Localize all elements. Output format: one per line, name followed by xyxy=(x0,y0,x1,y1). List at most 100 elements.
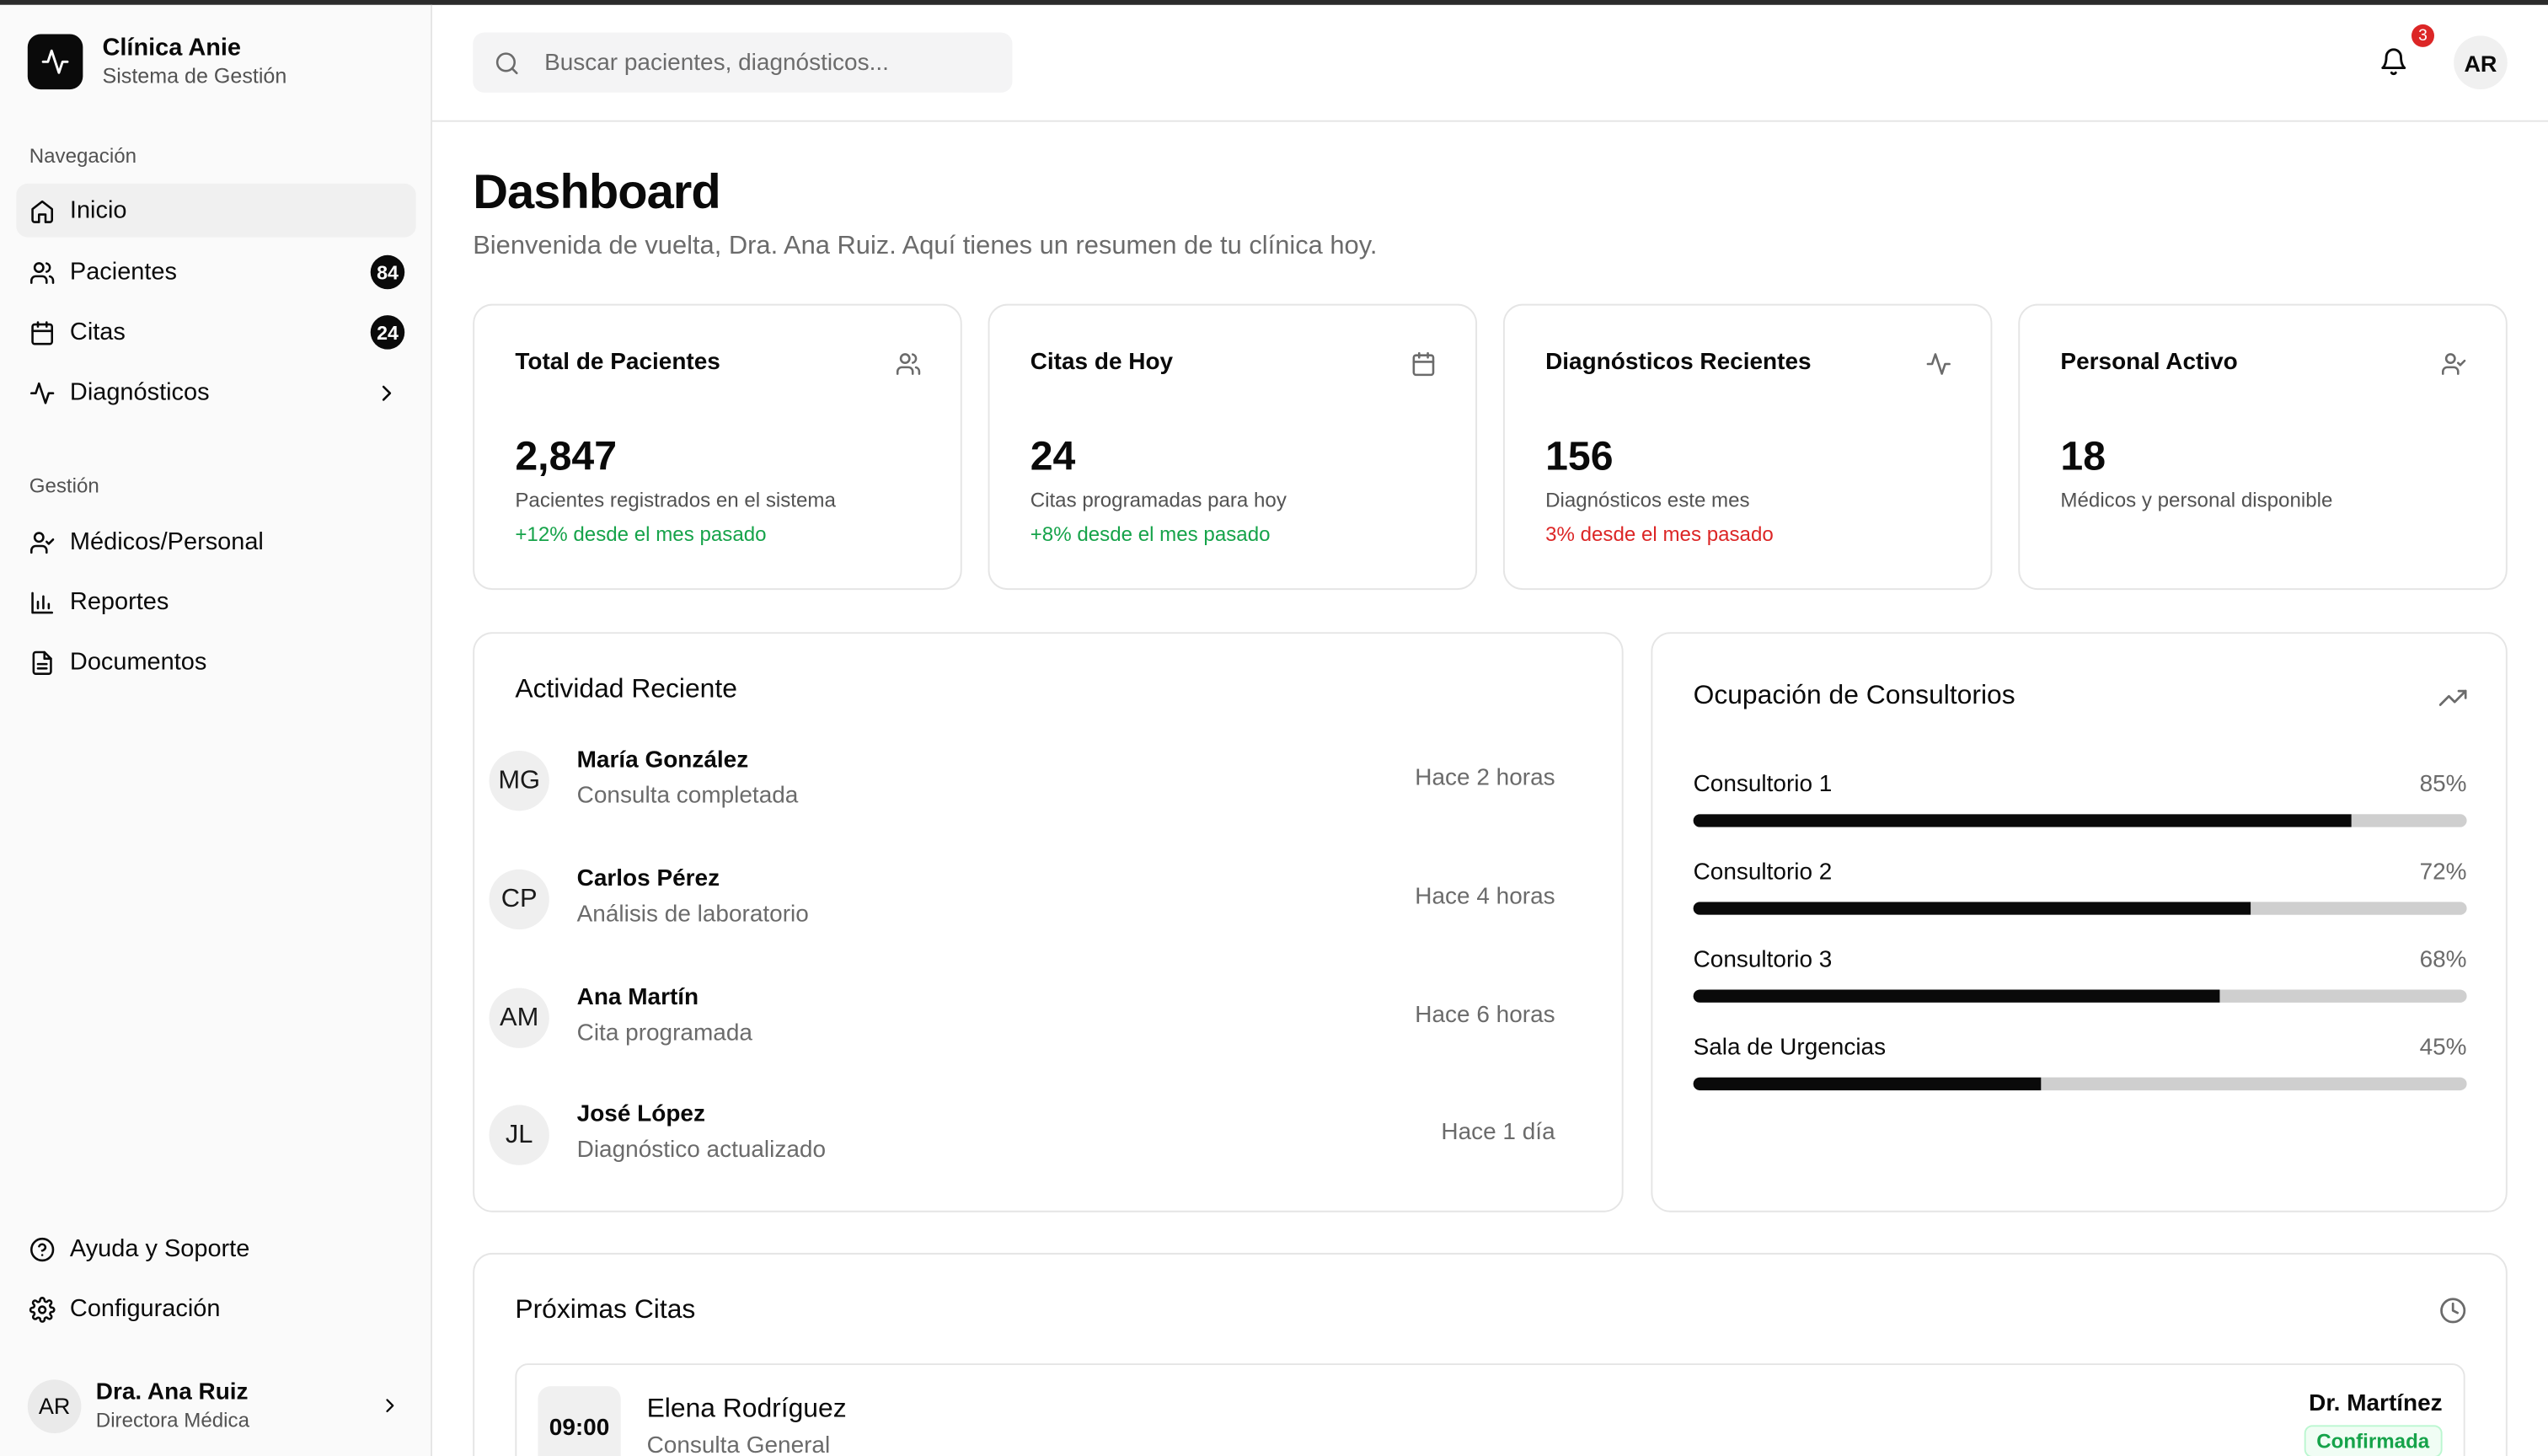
activity-desc: Consulta completada xyxy=(576,783,799,810)
activity-time: Hace 1 día xyxy=(1441,1119,1555,1146)
avatar: CP xyxy=(489,869,549,930)
trending-up-icon xyxy=(2438,689,2467,706)
progress-track xyxy=(1693,814,2467,827)
nav-group-label: Navegación xyxy=(29,144,137,168)
recent-activity-card: Actividad Reciente MG María González Con… xyxy=(473,632,1624,1212)
sidebar-item-ayuda[interactable]: Ayuda y Soporte xyxy=(16,1222,415,1276)
progress-fill xyxy=(1693,989,2219,1003)
sidebar-item-configuracion[interactable]: Configuración xyxy=(16,1282,415,1336)
count-badge: 84 xyxy=(370,254,405,290)
room-percent: 68% xyxy=(2419,947,2467,974)
room-name: Consultorio 1 xyxy=(1693,772,1833,798)
avatar: MG xyxy=(489,751,549,811)
sidebar-item-label: Médicos/Personal xyxy=(69,527,264,556)
stat-title: Personal Activo xyxy=(2060,349,2238,376)
stat-value: 156 xyxy=(1545,433,1614,479)
avatar[interactable]: AR xyxy=(2454,35,2508,90)
activity-name: Ana Martín xyxy=(576,984,699,1011)
notification-badge: 3 xyxy=(2412,24,2434,47)
appointment-time: 09:00 xyxy=(538,1386,621,1456)
sidebar-item-medicos[interactable]: Médicos/Personal xyxy=(16,515,415,569)
sidebar-item-label: Configuración xyxy=(69,1295,221,1323)
progress-track xyxy=(1693,989,2467,1003)
stat-card-personal[interactable]: Personal Activo 18 Médicos y personal di… xyxy=(2018,303,2508,591)
stat-card-diagnosticos[interactable]: Diagnósticos Recientes 156 Diagnósticos … xyxy=(1502,303,1993,591)
avatar: JL xyxy=(489,1105,549,1165)
progress-fill xyxy=(1693,1077,2042,1091)
activity-item[interactable]: CP Carlos Pérez Análisis de laboratorio … xyxy=(489,866,1582,934)
appointment-type: Consulta General xyxy=(646,1433,831,1456)
page-subtitle: Bienvenida de vuelta, Dra. Ana Ruiz. Aqu… xyxy=(473,232,1378,260)
section-title: Ocupación de Consultorios xyxy=(1693,681,2015,710)
status-badge: Confirmada xyxy=(2303,1425,2443,1456)
room-name: Consultorio 3 xyxy=(1693,947,1833,974)
activity-item[interactable]: MG María González Consulta completada Ha… xyxy=(489,747,1582,816)
section-title: Próximas Citas xyxy=(515,1295,696,1325)
page-title: Dashboard xyxy=(473,165,721,220)
brand-subtitle: Sistema de Gestión xyxy=(102,63,287,88)
brand[interactable]: Clínica Anie Sistema de Gestión xyxy=(27,33,287,90)
sidebar-item-diagnosticos[interactable]: Diagnósticos xyxy=(16,366,415,420)
user-name: Dra. Ana Ruiz xyxy=(95,1378,249,1405)
users-icon xyxy=(896,353,921,375)
progress-track xyxy=(1693,1077,2467,1091)
calendar-icon xyxy=(31,320,54,345)
occupancy-card: Ocupación de Consultorios Consultorio 1 8… xyxy=(1651,632,2508,1212)
sidebar-item-label: Diagnósticos xyxy=(69,378,210,407)
sidebar-item-inicio[interactable]: Inicio xyxy=(16,183,416,238)
activity-icon xyxy=(30,381,55,404)
stat-card-pacientes[interactable]: Total de Pacientes 2,847 Pacientes regis… xyxy=(473,303,962,591)
user-check-icon xyxy=(2442,353,2466,375)
stat-description: Médicos y personal disponible xyxy=(2060,489,2333,512)
stat-trend: +8% desde el mes pasado xyxy=(1030,523,1271,546)
user-role: Directora Médica xyxy=(95,1408,250,1432)
search-icon xyxy=(495,51,518,74)
activity-time: Hace 2 horas xyxy=(1415,765,1555,792)
stat-description: Diagnósticos este mes xyxy=(1545,489,1750,512)
top-header: 3 AR xyxy=(432,5,2548,122)
sidebar-item-label: Documentos xyxy=(69,648,207,677)
activity-desc: Análisis de laboratorio xyxy=(576,902,809,929)
sidebar-item-label: Inicio xyxy=(69,196,127,225)
activity-desc: Cita programada xyxy=(576,1020,752,1046)
sidebar-item-pacientes[interactable]: Pacientes 84 xyxy=(16,245,415,299)
users-icon xyxy=(30,261,55,283)
stat-title: Diagnósticos Recientes xyxy=(1545,349,1812,376)
upcoming-appointments-card: Próximas Citas 09:00 Elena Rodríguez Con… xyxy=(473,1252,2508,1456)
sidebar-item-label: Citas xyxy=(69,318,126,346)
sidebar-item-citas[interactable]: Citas 24 xyxy=(16,306,415,360)
activity-time: Hace 6 horas xyxy=(1415,1002,1555,1029)
room-percent: 85% xyxy=(2419,772,2467,798)
appointment-item[interactable]: 09:00 Elena Rodríguez Consulta General D… xyxy=(515,1363,2465,1456)
activity-icon xyxy=(27,33,83,89)
activity-desc: Diagnóstico actualizado xyxy=(576,1138,827,1164)
file-text-icon xyxy=(32,650,52,675)
progress-fill xyxy=(1693,902,2251,915)
bell-icon[interactable] xyxy=(2379,47,2408,77)
stat-title: Total de Pacientes xyxy=(515,349,720,376)
sidebar-item-reportes[interactable]: Reportes xyxy=(16,575,415,629)
user-menu[interactable]: AR Dra. Ana Ruiz Directora Médica xyxy=(27,1375,418,1437)
activity-item[interactable]: AM Ana Martín Cita programada Hace 6 hor… xyxy=(489,984,1582,1053)
activity-time: Hace 4 horas xyxy=(1415,884,1555,910)
stat-card-citas[interactable]: Citas de Hoy 24 Citas programadas para h… xyxy=(988,303,1478,591)
section-title: Actividad Reciente xyxy=(515,674,737,704)
sidebar: Clínica Anie Sistema de Gestión Navegaci… xyxy=(0,4,432,1456)
search-bar[interactable] xyxy=(473,32,1013,93)
progress-fill xyxy=(1693,814,2351,827)
activity-icon xyxy=(1926,353,1951,375)
sidebar-item-label: Reportes xyxy=(69,588,169,616)
sidebar-item-label: Ayuda y Soporte xyxy=(69,1234,250,1263)
stat-title: Citas de Hoy xyxy=(1030,349,1174,376)
sidebar-item-documentos[interactable]: Documentos xyxy=(16,635,415,689)
stat-trend: 3% desde el mes pasado xyxy=(1545,523,1774,546)
progress-track xyxy=(1693,902,2467,915)
search-input[interactable] xyxy=(541,47,987,78)
calendar-icon xyxy=(1412,351,1435,377)
user-check-icon xyxy=(30,531,55,554)
activity-item[interactable]: JL José López Diagnóstico actualizado Ha… xyxy=(489,1102,1582,1170)
stat-description: Citas programadas para hoy xyxy=(1030,489,1287,512)
stat-value: 2,847 xyxy=(515,433,618,479)
chevron-right-icon[interactable] xyxy=(374,380,400,406)
